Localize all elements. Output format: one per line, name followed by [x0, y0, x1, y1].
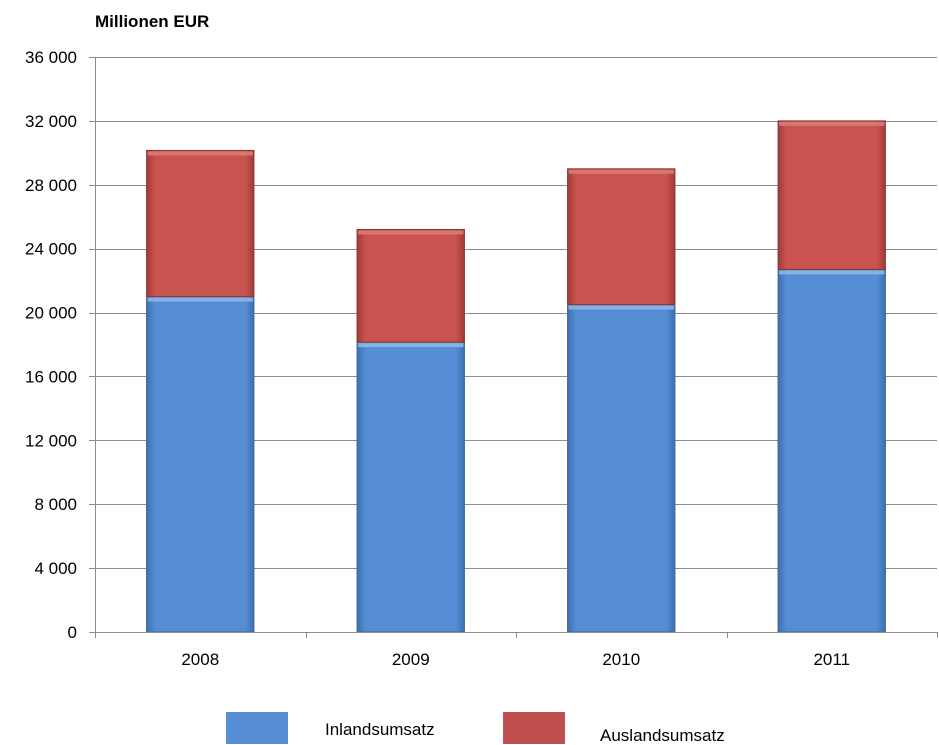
bar-highlight — [568, 305, 674, 310]
bar-highlight — [779, 121, 885, 126]
y-tick-label: 16 000 — [25, 367, 77, 386]
y-tick-label: 20 000 — [25, 304, 77, 323]
legend-label-inlandsumsatz: Inlandsumsatz — [325, 720, 435, 739]
bar-highlight — [568, 169, 674, 174]
bar-highlight — [147, 151, 253, 156]
y-tick-label: 32 000 — [25, 112, 77, 131]
y-tick-label: 8 000 — [34, 495, 77, 514]
bar-highlight — [358, 343, 464, 348]
legend-swatch-inlandsumsatz — [226, 712, 288, 744]
y-tick-label: 36 000 — [25, 48, 77, 67]
legend-label-auslandsumsatz: Auslandsumsatz — [600, 726, 725, 745]
axes — [89, 57, 938, 638]
legend-swatch-auslandsumsatz — [503, 712, 565, 744]
x-tick-label: 2010 — [602, 650, 640, 669]
y-tick-label: 12 000 — [25, 431, 77, 450]
legend: Inlandsumsatz Auslandsumsatz — [226, 712, 725, 745]
x-axis-tick-labels: 2008 2009 2010 2011 — [181, 650, 850, 669]
y-axis-tick-labels: 0 4 000 8 000 12 000 16 000 20 000 24 000 28 00… — [25, 48, 77, 642]
bar-auslandsumsatz-2009 — [356, 229, 465, 343]
bar-auslandsumsatz-2011 — [777, 120, 886, 270]
bar-highlight — [358, 230, 464, 235]
bars — [146, 120, 886, 633]
bar-inlandsumsatz-2011 — [777, 268, 886, 633]
bar-highlight — [779, 270, 885, 275]
bar-auslandsumsatz-2008 — [146, 149, 255, 298]
unit-label: Millionen EUR — [95, 12, 209, 31]
x-tick-label: 2009 — [392, 650, 430, 669]
y-tick-label: 0 — [68, 623, 77, 642]
bar-inlandsumsatz-2010 — [567, 304, 676, 633]
bar-inlandsumsatz-2009 — [356, 341, 465, 633]
y-tick-label: 4 000 — [34, 559, 77, 578]
y-tick-label: 28 000 — [25, 176, 77, 195]
bar-auslandsumsatz-2010 — [567, 168, 676, 306]
y-tick-label: 24 000 — [25, 240, 77, 259]
x-tick-label: 2008 — [181, 650, 219, 669]
bar-inlandsumsatz-2008 — [146, 296, 255, 633]
bar-highlight — [147, 297, 253, 302]
x-tick-label: 2011 — [813, 650, 850, 669]
